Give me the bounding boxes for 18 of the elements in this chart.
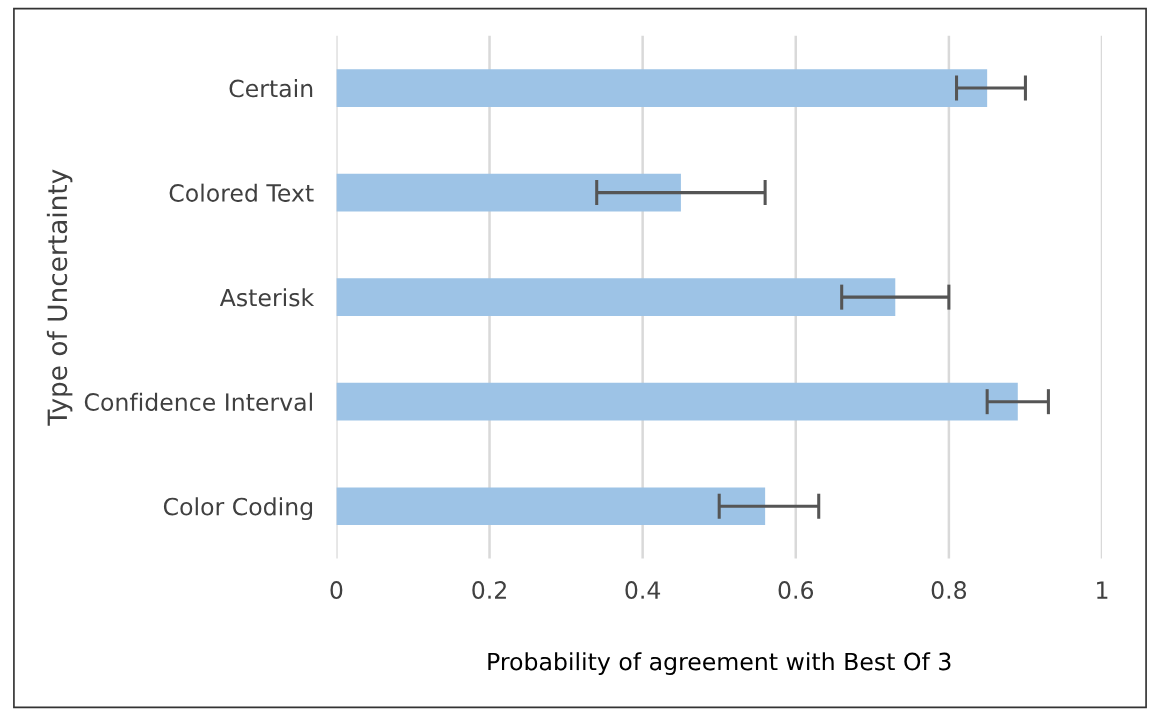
x-axis-title: Probability of agreement with Best Of 3 [488,652,951,676]
x-tick-label: 0.6 [778,581,814,599]
bar [336,487,766,526]
x-tick-label: 1 [1097,581,1108,599]
bar [336,173,681,212]
y-tick-label: Confidence Interval [84,392,312,411]
x-tick-label: 0.8 [931,581,967,599]
bar [336,278,896,316]
y-tick-label: Colored Text [169,183,314,202]
y-tick-label: Asterisk [219,288,315,307]
y-tick-label: Certain [229,79,313,98]
x-tick-label: 0.4 [625,581,661,599]
y-tick-label: Color Coding [163,497,313,521]
y-axis-title: Type of Uncertainty [46,169,73,426]
x-tick-label: 0.2 [472,581,506,599]
bar [336,69,988,107]
x-tick-label: 0 [330,581,343,599]
bar [336,382,1018,421]
